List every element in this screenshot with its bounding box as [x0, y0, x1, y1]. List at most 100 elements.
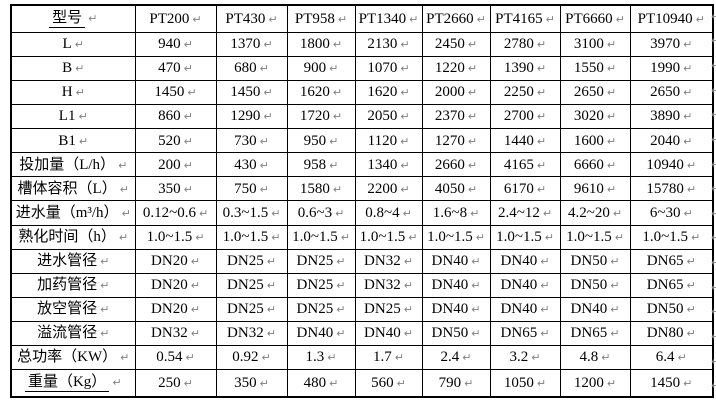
table-row: 总功率（KW） ↵ 0.54 ↵ 0.92 ↵ 1.3 ↵ 1.7 ↵ 2.4 ↵ 3.2 ↵ 4.8 ↵ 6.… [10, 344, 714, 370]
value-cell: DN40 ↵ [421, 272, 491, 298]
value-cell: 2050 ↵ [354, 104, 423, 130]
row-label-cell: L1 ↵ [10, 104, 136, 130]
value-cell: 350 ↵ [215, 368, 288, 398]
value-cell-text: 1070 [367, 60, 398, 77]
row-label-cell: 总功率（KW） ↵ [10, 344, 136, 370]
value-cell-text: 4.8 [579, 349, 599, 366]
paragraph-return-icon: ↵ [112, 375, 122, 389]
table-row: B1 ↵ 520 ↵ 730 ↵ 950 ↵ 1120 ↵ 1270 ↵ 1440 ↵ 1600 ↵ 2040 ↵ [10, 128, 714, 154]
value-cell-text: 1440 [503, 132, 534, 149]
value-cell: 1070 ↵ [354, 56, 423, 82]
value-cell-text: 680 [234, 60, 257, 77]
value-cell-text: 1340 [367, 156, 398, 173]
paragraph-return-icon: ↵ [118, 230, 129, 244]
model-header-cell-text: PT10940 [637, 10, 693, 27]
value-cell: 4.8 ↵ [559, 344, 631, 370]
value-cell-text: 1450 [230, 84, 261, 101]
value-cell-text: 4050 [434, 180, 465, 197]
value-cell-text: DN32 [227, 325, 264, 342]
row-end-mark-slot: ↵ [711, 300, 716, 325]
model-header-cell-text: PT200 [149, 10, 190, 27]
paragraph-return-icon: ↵ [536, 158, 547, 172]
value-cell-text: 2370 [434, 108, 465, 125]
value-cell-text: 10940 [646, 156, 684, 173]
paragraph-return-icon: ↵ [471, 278, 481, 292]
value-cell: 1340 ↵ [354, 152, 423, 178]
paragraph-return-icon: ↵ [610, 278, 620, 292]
value-cell: 560 ↵ [354, 368, 423, 398]
paragraph-return-icon: ↵ [266, 302, 276, 316]
row-label-cell: 熟化时间（h） ↵ [10, 224, 136, 250]
row-label-cell: B1 ↵ [10, 128, 136, 154]
paragraph-return-icon: ↵ [403, 327, 413, 341]
value-cell: 2.4 ↵ [421, 344, 491, 370]
value-cell-text: 1450 [650, 374, 681, 391]
value-cell: DN20 ↵ [134, 248, 217, 274]
row-end-return-icon: ↵ [711, 83, 716, 97]
paragraph-return-icon: ↵ [340, 230, 350, 244]
value-cell-text: 1.0~1.5 [566, 228, 612, 245]
paragraph-return-icon: ↵ [686, 278, 696, 292]
paragraph-return-icon: ↵ [403, 254, 413, 268]
value-cell: DN65 ↵ [559, 320, 631, 346]
table-row: 进水管径 ↵ DN20 ↵ DN25 ↵ DN25 ↵ DN32 ↵ DN40 ↵ DN40 ↵ DN50 ↵… [10, 248, 714, 274]
value-cell-text: 2650 [650, 84, 681, 101]
paragraph-return-icon: ↵ [476, 12, 486, 26]
paragraph-return-icon: ↵ [683, 376, 693, 390]
value-cell: DN40 ↵ [489, 296, 561, 322]
value-cell-text: 3970 [650, 36, 681, 53]
value-cell-text: DN40 [500, 276, 538, 293]
value-cell: DN65 ↵ [489, 320, 561, 346]
value-cell-text: 1990 [650, 60, 681, 77]
value-cell-text: DN40 [570, 300, 608, 317]
paragraph-return-icon: ↵ [329, 376, 339, 390]
row-label-cell-text: H [61, 84, 73, 101]
paragraph-return-icon: ↵ [606, 86, 617, 100]
row-end-return-icon: ↵ [711, 231, 716, 245]
value-cell: 1.0~1.5 ↵ [489, 224, 561, 250]
row-label-cell-text: B1 [58, 132, 76, 149]
value-cell-text: 1050 [503, 374, 534, 391]
paragraph-return-icon: ↵ [396, 376, 406, 390]
paragraph-return-icon: ↵ [606, 134, 617, 148]
value-cell: 2000 ↵ [421, 80, 491, 106]
paragraph-return-icon: ↵ [475, 230, 485, 244]
row-label-cell: 溢流管径 ↵ [10, 320, 136, 346]
value-cell-text: 958 [303, 156, 327, 173]
value-cell: 3100 ↵ [559, 31, 631, 58]
row-label-cell-text: 进水量（m³/h） [15, 204, 119, 221]
paragraph-return-icon: ↵ [78, 134, 89, 148]
paragraph-return-icon: ↵ [400, 86, 410, 100]
value-cell: 2450 ↵ [421, 31, 491, 58]
value-cell: 1580 ↵ [286, 176, 356, 202]
row-end-return-icon: ↵ [711, 132, 716, 146]
paragraph-return-icon: ↵ [100, 327, 110, 341]
value-cell-text: DN40 [364, 325, 401, 342]
paragraph-return-icon: ↵ [183, 134, 193, 148]
paragraph-return-icon: ↵ [120, 351, 130, 365]
row-end-return-icon: ↵ [711, 354, 716, 368]
model-header-cell: PT6660 ↵ [559, 4, 631, 33]
row-label-cell-text: 槽体容积（L） [17, 180, 117, 197]
value-cell-text: 1270 [434, 132, 465, 149]
value-cell: 0.6~3 ↵ [286, 200, 356, 226]
value-cell: 480 ↵ [286, 368, 356, 398]
paragraph-return-icon: ↵ [332, 38, 343, 52]
value-cell: 1390 ↵ [489, 56, 561, 82]
paragraph-return-icon: ↵ [686, 158, 697, 172]
value-cell-text: 730 [234, 132, 257, 149]
row-label-cell-text: 进水管径 [37, 252, 98, 269]
value-cell-text: 0.92 [232, 349, 259, 366]
value-cell-text: 0.12~0.6 [142, 204, 196, 221]
row-end-mark-slot: ↵ [711, 275, 716, 300]
paragraph-return-icon: ↵ [464, 376, 474, 390]
paragraph-return-icon: ↵ [259, 182, 269, 196]
paragraph-return-icon: ↵ [259, 158, 269, 172]
paragraph-return-icon: ↵ [100, 302, 110, 316]
paragraph-return-icon: ↵ [610, 254, 620, 268]
value-cell: 2650 ↵ [629, 80, 714, 106]
table-row: B ↵ 470 ↵ 680 ↵ 900 ↵ 1070 ↵ 1220 ↵ 1390 ↵ 1550 ↵ 1990 ↵ [10, 56, 714, 82]
value-cell-text: 1.0~1.5 [359, 228, 406, 245]
value-cell-text: DN32 [364, 252, 401, 269]
paragraph-return-icon: ↵ [266, 327, 276, 341]
